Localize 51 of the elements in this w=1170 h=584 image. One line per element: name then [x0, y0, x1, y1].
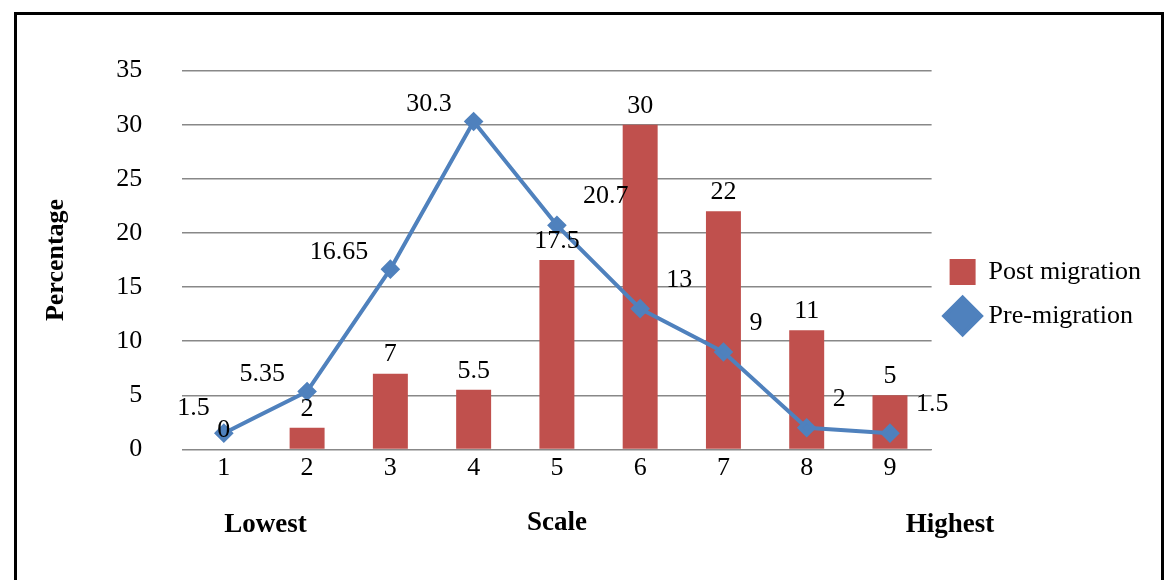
x-tick-label: 6 — [633, 451, 647, 481]
x-tick-label: 8 — [800, 451, 814, 481]
x-tick-label: 9 — [883, 451, 897, 481]
y-axis-title: Percentage — [40, 198, 70, 322]
y-tick-label: 15 — [116, 270, 143, 300]
data-label: 13 — [666, 263, 693, 293]
x-tick-label: 3 — [383, 451, 397, 481]
legend-label: Pre-migration — [988, 299, 1134, 329]
data-label: 30.3 — [406, 88, 452, 118]
data-label: 2 — [832, 382, 846, 412]
bar — [372, 373, 408, 449]
data-label: 16.65 — [309, 236, 369, 266]
bar — [789, 330, 825, 449]
text: Lowest — [224, 507, 307, 538]
x-tick-label: 1 — [217, 451, 231, 481]
data-label: 1.5 — [915, 387, 949, 417]
y-tick-label: 5 — [129, 379, 143, 409]
y-tick-label: 20 — [116, 216, 143, 246]
legend-label: Post migration — [988, 255, 1142, 285]
point — [298, 382, 317, 401]
bar — [705, 211, 741, 449]
data-label: 5.35 — [239, 358, 286, 388]
point — [464, 112, 483, 131]
point — [714, 342, 733, 361]
text: Highest — [905, 507, 995, 538]
bar — [539, 260, 575, 449]
y-tick-label: 25 — [116, 162, 143, 192]
data-label: 1.5 — [177, 391, 210, 421]
x-tick-label: 2 — [300, 451, 314, 481]
x-axis-title: Scale — [526, 505, 587, 536]
point — [631, 299, 650, 318]
data-label: 5.5 — [457, 354, 490, 384]
y-tick-label: 10 — [116, 325, 143, 354]
y-tick-label: 35 — [116, 54, 143, 84]
y-tick-label: 30 — [116, 108, 143, 138]
bar — [289, 427, 325, 449]
data-label: 2 — [300, 392, 314, 422]
data-label: 5 — [883, 360, 897, 390]
data-label: 7 — [383, 338, 397, 368]
bar — [456, 389, 492, 449]
x-tick-label: 4 — [467, 451, 481, 481]
point — [381, 260, 400, 279]
data-label: 11 — [794, 295, 820, 325]
data-label: 9 — [749, 306, 763, 336]
point — [797, 418, 816, 437]
point — [880, 424, 899, 443]
data-label: 22 — [710, 176, 737, 206]
x-tick-label: 5 — [550, 451, 564, 481]
data-label: 30 — [627, 89, 654, 119]
x-tick-label: 7 — [716, 451, 730, 481]
y-tick-label: 0 — [129, 433, 143, 463]
